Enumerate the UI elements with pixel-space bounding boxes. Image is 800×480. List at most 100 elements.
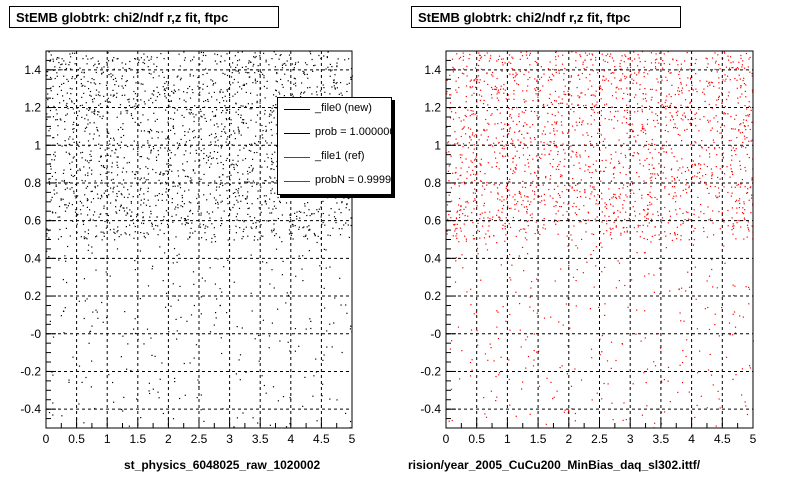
- scatter-point: [721, 92, 723, 94]
- chart-title-left: StEMB globtrk: chi2/ndf r,z fit, ftpc: [9, 6, 279, 28]
- scatter-point: [222, 184, 224, 187]
- scatter-point: [77, 124, 79, 126]
- scatter-point: [474, 198, 476, 200]
- legend-line-file0: [284, 109, 310, 110]
- scatter-point: [589, 166, 591, 168]
- legend-label-probn: probN = 0.999989: [315, 174, 392, 186]
- scatter-point: [171, 198, 173, 200]
- scatter-point: [118, 190, 120, 192]
- scatter-point: [73, 156, 75, 158]
- scatter-point: [727, 209, 729, 212]
- scatter-point: [56, 72, 58, 74]
- scatter-point: [275, 207, 277, 209]
- scatter-point: [190, 177, 192, 179]
- scatter-point: [558, 168, 560, 171]
- scatter-point: [53, 105, 55, 107]
- scatter-point: [244, 158, 247, 160]
- scatter-point: [275, 89, 277, 91]
- scatter-point: [242, 230, 244, 233]
- scatter-point: [591, 357, 593, 359]
- scatter-point: [641, 124, 643, 126]
- scatter-point: [167, 170, 169, 172]
- scatter-point: [559, 196, 561, 198]
- scatter-point: [65, 204, 67, 206]
- scatter-point: [747, 228, 750, 230]
- scatter-point: [469, 137, 471, 139]
- scatter-point: [682, 189, 684, 191]
- scatter-point: [529, 306, 531, 308]
- scatter-point: [330, 70, 332, 72]
- scatter-point: [165, 109, 167, 111]
- scatter-point: [646, 214, 648, 216]
- y-tick-label: 0.8: [424, 176, 441, 190]
- scatter-point: [660, 92, 662, 94]
- scatter-point: [224, 60, 226, 62]
- scatter-point: [496, 77, 498, 80]
- scatter-point: [208, 134, 211, 137]
- scatter-point: [160, 222, 163, 225]
- scatter-point: [63, 82, 65, 84]
- scatter-point: [542, 130, 545, 132]
- scatter-point: [114, 152, 116, 154]
- scatter-point: [260, 224, 262, 226]
- scatter-point: [575, 280, 577, 282]
- scatter-point: [689, 68, 691, 70]
- scatter-point: [573, 225, 575, 227]
- scatter-point: [535, 221, 537, 223]
- scatter-point: [650, 173, 652, 175]
- scatter-point: [695, 142, 697, 144]
- scatter-point: [137, 61, 140, 63]
- scatter-point: [717, 54, 719, 56]
- scatter-point: [302, 227, 304, 229]
- scatter-point: [121, 194, 123, 196]
- scatter-point: [623, 402, 625, 404]
- scatter-point: [520, 141, 522, 143]
- scatter-point: [539, 89, 541, 92]
- scatter-point: [321, 223, 323, 225]
- scatter-point: [511, 56, 513, 58]
- scatter-point: [481, 185, 484, 187]
- scatter-point: [279, 201, 281, 204]
- scatter-point: [521, 111, 523, 113]
- scatter-point: [246, 197, 248, 199]
- scatter-point: [651, 235, 653, 237]
- scatter-point: [647, 119, 649, 121]
- scatter-point: [165, 170, 167, 172]
- scatter-point: [610, 154, 612, 156]
- scatter-point: [150, 58, 152, 60]
- scatter-point: [210, 143, 212, 146]
- scatter-point: [48, 51, 50, 53]
- scatter-point: [68, 143, 70, 145]
- scatter-point: [116, 92, 118, 94]
- scatter-point: [601, 221, 603, 223]
- scatter-point: [564, 184, 566, 187]
- scatter-point: [323, 87, 325, 89]
- scatter-point: [172, 221, 174, 223]
- scatter-point: [460, 205, 462, 207]
- scatter-point: [654, 365, 657, 367]
- scatter-point: [661, 145, 663, 147]
- scatter-point: [79, 105, 81, 107]
- scatter-point: [456, 91, 458, 93]
- scatter-point: [584, 170, 586, 172]
- scatter-point: [620, 234, 622, 236]
- scatter-point: [172, 126, 174, 128]
- scatter-point: [519, 58, 521, 60]
- scatter-point: [51, 175, 53, 177]
- scatter-point: [581, 238, 583, 240]
- scatter-point: [690, 78, 692, 80]
- scatter-point: [158, 193, 160, 195]
- scatter-point: [517, 84, 520, 86]
- scatter-point: [76, 164, 78, 166]
- scatter-point: [600, 134, 602, 136]
- scatter-point: [309, 51, 311, 53]
- scatter-point: [717, 98, 720, 100]
- scatter-point: [487, 230, 489, 232]
- scatter-point: [135, 171, 137, 173]
- scatter-point: [732, 173, 734, 175]
- scatter-point: [64, 204, 66, 206]
- scatter-point: [165, 210, 167, 212]
- scatter-point: [533, 137, 536, 139]
- scatter-point: [655, 53, 657, 55]
- scatter-point: [123, 210, 126, 212]
